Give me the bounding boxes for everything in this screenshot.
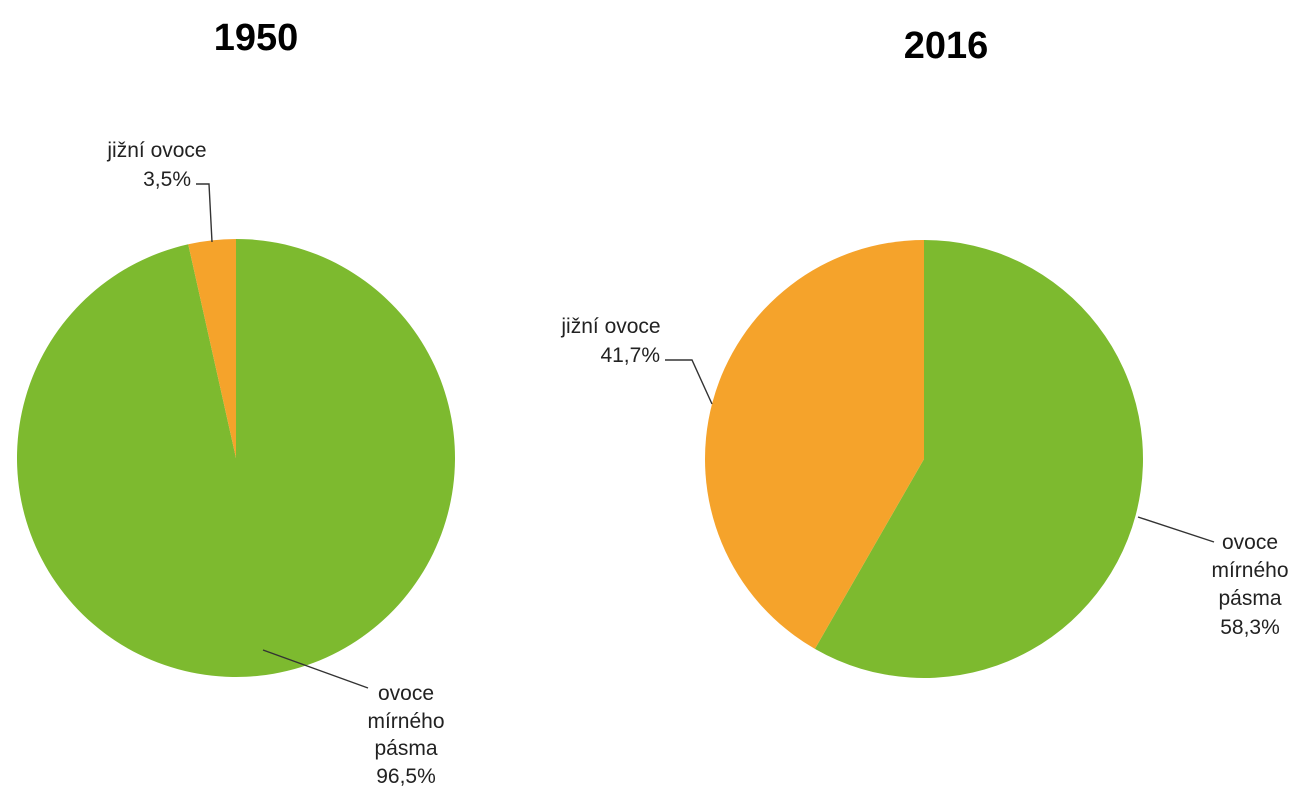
- slice-label: mírného: [1211, 559, 1288, 582]
- pie-chart-2016: 2016 jižní ovoce 41,7% ovoce mírného pásma 58,…: [560, 25, 1289, 678]
- slice-value-label: 96,5%: [376, 765, 436, 788]
- slice-label: jižní ovoce: [106, 139, 206, 162]
- slice-label: mírného: [367, 710, 444, 733]
- slice-label: ovoce: [378, 682, 434, 705]
- slice-label: ovoce: [1222, 531, 1278, 554]
- pie-slice-jizni-ovoce: [188, 239, 236, 458]
- pie-slice-jizni-ovoce: [705, 240, 924, 649]
- slice-label: pásma: [1218, 587, 1281, 610]
- chart-title: 2016: [904, 25, 989, 67]
- leader-line: [262, 649, 369, 689]
- leader-line: [196, 183, 213, 243]
- slice-label: pásma: [374, 737, 437, 760]
- pie-chart-1950: 1950 jižní ovoce 3,5% ovoce mírného pásma 96,5…: [16, 17, 455, 788]
- pie-slice-ovoce-mirneho-pasma: [16, 239, 455, 677]
- leader-line: [1137, 516, 1215, 543]
- leader-line: [665, 359, 713, 405]
- pie-slice-ovoce-mirneho-pasma: [814, 240, 1143, 678]
- slice-value-label: 3,5%: [143, 168, 191, 191]
- slice-label: jižní ovoce: [560, 315, 660, 338]
- slice-value-label: 41,7%: [600, 344, 660, 367]
- chart-title: 1950: [214, 17, 299, 59]
- slice-value-label: 58,3%: [1220, 616, 1280, 639]
